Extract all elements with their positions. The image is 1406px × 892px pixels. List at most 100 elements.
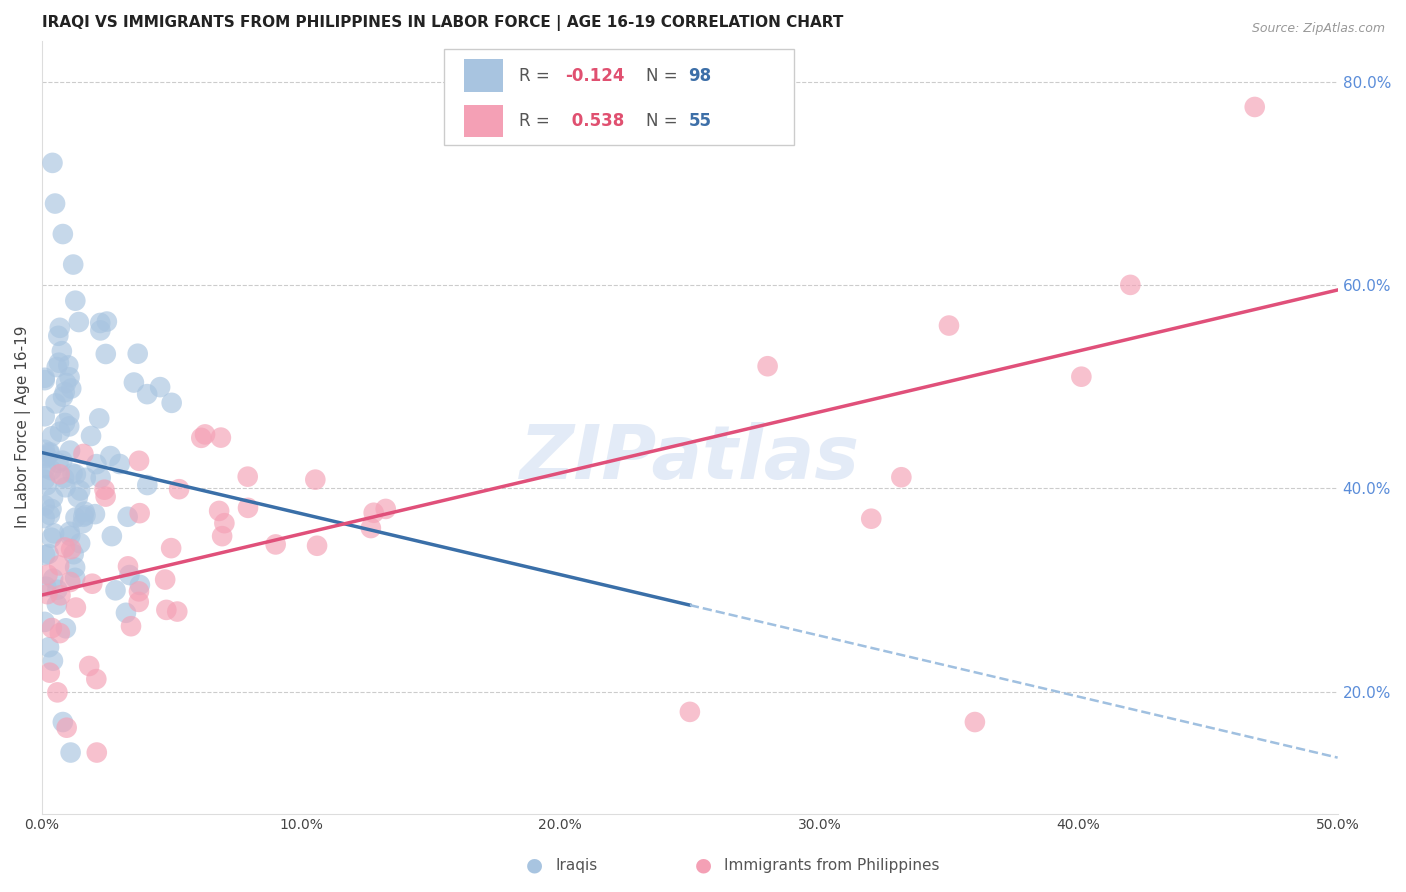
Text: R =: R = (519, 112, 555, 130)
Point (37, 587, 59, 601)
Point (59, 529, 82, 543)
Point (73, 505, 96, 519)
Point (41, 156, 63, 170)
Point (160, 396, 183, 410)
Point (307, 539, 329, 553)
Point (55, 480, 77, 494)
Point (46, 328, 69, 343)
Point (48, 356, 70, 370)
Point (100, 449, 122, 463)
Point (115, 606, 138, 620)
Point (34, 511, 56, 525)
Point (69, 483, 91, 498)
Point (127, 347, 149, 361)
Point (58, 419, 80, 434)
Point (60, 542, 83, 557)
Point (66, 490, 89, 504)
Point (53, 541, 76, 555)
Point (77, 659, 100, 673)
FancyBboxPatch shape (444, 49, 793, 145)
Point (59, 524, 82, 539)
Point (89, 411, 111, 425)
Point (214, 516, 236, 531)
FancyBboxPatch shape (464, 60, 503, 92)
Point (149, 380, 172, 394)
Point (34, 473, 56, 487)
Point (90, 471, 112, 485)
Text: N =: N = (645, 112, 683, 130)
Point (49, 425, 72, 439)
Point (62, 258, 84, 272)
Point (860, 512, 883, 526)
Point (190, 431, 212, 445)
Point (69, 536, 91, 550)
Point (86, 746, 108, 760)
Point (34, 548, 56, 562)
Text: R =: R = (519, 67, 555, 85)
Point (89, 323, 111, 337)
Text: Iraqis: Iraqis (555, 858, 598, 872)
Point (938, 318, 960, 333)
Point (1119, 277, 1142, 292)
Point (46, 685, 69, 699)
Point (128, 578, 150, 592)
Point (117, 509, 139, 524)
Point (53, 471, 76, 485)
Point (35, 449, 58, 463)
FancyBboxPatch shape (464, 105, 503, 137)
Point (55, 376, 77, 390)
Point (128, 506, 150, 520)
Point (53, 385, 76, 400)
Point (42, 491, 65, 505)
Point (51, 344, 73, 359)
Point (136, 387, 159, 401)
Point (84, 507, 107, 521)
Text: ●: ● (526, 855, 543, 875)
Text: 55: 55 (689, 112, 711, 130)
Point (82, 576, 104, 591)
Point (34, 499, 56, 513)
Point (166, 605, 188, 619)
Point (63, 560, 86, 574)
Point (62, 547, 84, 561)
Point (59, 443, 82, 458)
Point (155, 603, 177, 617)
Point (86, 672, 108, 686)
Text: Source: ZipAtlas.com: Source: ZipAtlas.com (1251, 22, 1385, 36)
Point (42, 526, 65, 541)
Point (208, 504, 231, 518)
Point (48, 456, 70, 470)
Point (65, 510, 87, 524)
Point (65, 467, 87, 482)
Point (89, 316, 111, 330)
Point (34, 442, 56, 457)
Point (55, 621, 77, 635)
Point (35, 478, 58, 492)
Point (153, 573, 176, 587)
Point (38, 508, 60, 522)
Point (34, 409, 56, 424)
Point (1243, 100, 1265, 114)
Point (86, 457, 108, 471)
Point (75, 471, 97, 485)
Point (72, 509, 94, 524)
Point (37, 567, 59, 582)
Point (194, 427, 217, 442)
Y-axis label: In Labor Force | Age 16-19: In Labor Force | Age 16-19 (15, 326, 31, 528)
Point (60, 382, 83, 396)
Point (963, 714, 986, 729)
Point (264, 537, 287, 551)
Point (72, 447, 94, 461)
Text: ZIPatlas: ZIPatlas (520, 422, 860, 495)
Point (49, 626, 72, 640)
Point (51, 453, 73, 467)
Point (236, 500, 259, 515)
Point (58, 359, 80, 373)
Point (38, 640, 60, 655)
Point (160, 541, 183, 556)
Point (34, 461, 56, 475)
Point (117, 559, 139, 574)
Point (1070, 369, 1092, 384)
Point (34, 373, 56, 387)
Point (67, 315, 90, 329)
